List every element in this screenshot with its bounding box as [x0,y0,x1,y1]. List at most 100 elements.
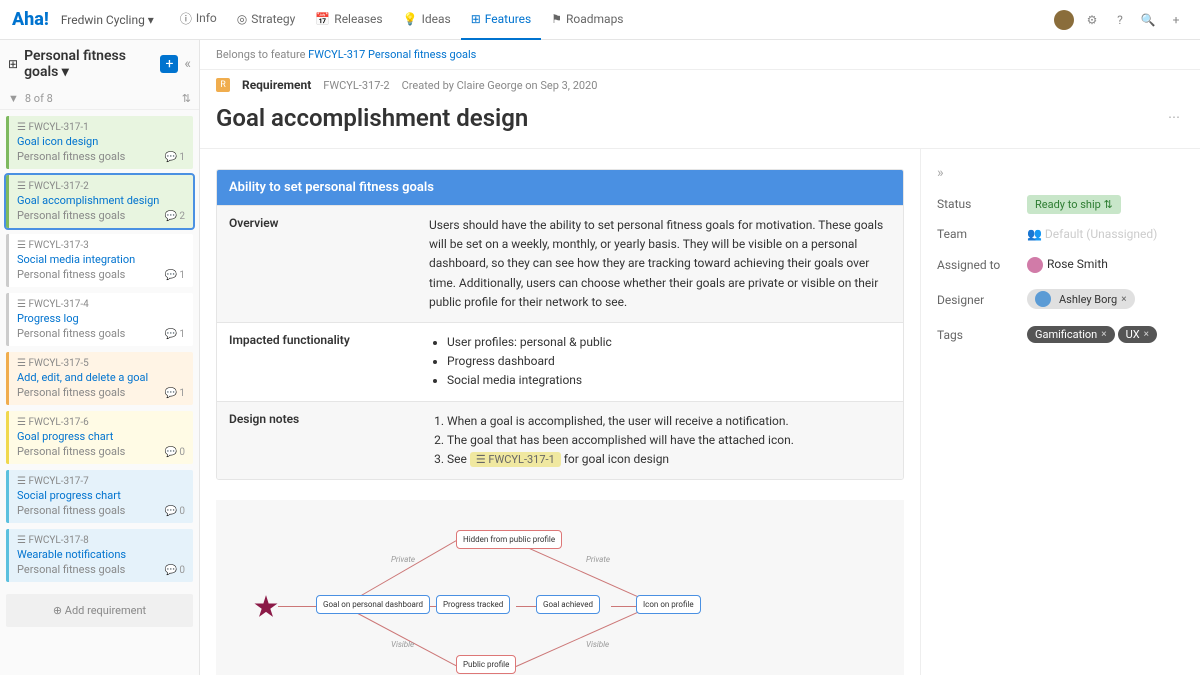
card-subtitle: Personal fitness goals [17,150,185,163]
card-subtitle: Personal fitness goals [17,563,185,576]
card-title: Wearable notifications [17,548,185,561]
add-button[interactable]: + [160,55,178,73]
flow-diagram[interactable]: Hidden from public profileGoal on person… [216,500,904,675]
nav-features[interactable]: ⊞ Features [461,0,542,40]
nav-strategy[interactable]: ◎ Strategy [227,0,306,40]
requirement-card[interactable]: ☰ FWCYL-317-8 Wearable notifications Perso… [6,529,193,582]
card-id: ☰ FWCYL-317-5 [17,358,185,369]
card-title: Goal progress chart [17,430,185,443]
diagram-edge-label: Visible [586,640,609,649]
designer-label: Designer [937,293,1027,307]
card-id: ☰ FWCYL-317-1 [17,122,185,133]
settings-icon[interactable]: ⚙ [1080,8,1104,32]
table-heading: Ability to set personal fitness goals [217,170,903,205]
card-title: Social progress chart [17,489,185,502]
diagram-node: Icon on profile [636,595,701,614]
card-title: Add, edit, and delete a goal [17,371,185,384]
requirement-card[interactable]: ☰ FWCYL-317-5 Add, edit, and delete a goa… [6,352,193,405]
card-title: Progress log [17,312,185,325]
requirement-card[interactable]: ☰ FWCYL-317-6Goal progress chartPersonal… [6,411,193,464]
card-id: ☰ FWCYL-317-2 [17,181,185,192]
card-subtitle: Personal fitness goals [17,504,185,517]
sort-icon[interactable]: ⇅ [182,92,191,105]
record-type: Requirement [242,78,311,92]
status-label: Status [937,197,1027,211]
info-icon: ⓘ [180,10,192,27]
tags-value[interactable]: Gamification × UX × [1027,326,1184,343]
card-comment-count: 💬 1 [164,329,185,340]
workspace-selector[interactable]: Fredwin Cycling ▾ [61,13,154,27]
diagram-edge-label: Private [391,555,415,564]
diagram-node: Public profile [456,655,516,674]
requirement-card[interactable]: ☰ FWCYL-317-7Social progress chartPerson… [6,470,193,523]
diagram-node: Progress tracked [436,595,510,614]
diagram-edge [356,538,460,599]
flag-icon: ⚑ [551,12,562,26]
tag-chip[interactable]: Gamification × [1027,326,1115,343]
nav-info[interactable]: ⓘ Info [170,0,227,39]
diagram-node: Goal achieved [536,595,600,614]
remove-tag-icon[interactable]: × [1144,329,1149,340]
page-title[interactable]: Goal accomplishment design [200,100,1200,149]
nav-roadmaps[interactable]: ⚑ Roadmaps [541,0,633,40]
diagram-edge-label: Visible [391,640,414,649]
diagram-edge-label: Private [586,555,610,564]
diagram-node: Hidden from public profile [456,530,562,549]
card-comment-count: 💬 2 [164,211,185,222]
requirement-card[interactable]: ☰ FWCYL-317-3Social media integrationPer… [6,234,193,287]
reference-pill[interactable]: ☰ FWCYL-317-1 [470,452,561,467]
card-subtitle: Personal fitness goals [17,268,185,281]
logo[interactable]: Aha! [12,9,49,30]
requirement-card[interactable]: ☰ FWCYL-317-1 Goal icon design Personal fi… [6,116,193,169]
assigned-label: Assigned to [937,258,1027,272]
team-value[interactable]: 👥 Default (Unassigned) [1027,227,1184,241]
help-icon[interactable]: ? [1108,8,1132,32]
requirement-badge-icon: R [216,78,230,92]
card-comment-count: 💬 0 [164,447,185,458]
breadcrumb-link[interactable]: FWCYL-317 Personal fitness goals [308,48,476,61]
card-comment-count: 💬 0 [164,565,185,576]
add-requirement-button[interactable]: ⊕ Add requirement [6,594,193,627]
requirement-card[interactable]: ☰ FWCYL-317-2 Goal accomplishment design P… [6,175,193,228]
requirement-table: Ability to set personal fitness goals Ov… [216,169,904,480]
nav-ideas[interactable]: 💡 Ideas [393,0,461,40]
tag-chip[interactable]: UX × [1118,326,1157,343]
diagram-edge [278,606,316,607]
status-value[interactable]: Ready to ship ⇅ [1027,195,1121,214]
filter-icon[interactable]: ▼ [8,92,19,105]
more-menu-icon[interactable]: ⋯ [1168,110,1180,124]
card-id: ☰ FWCYL-317-4 [17,299,185,310]
card-comment-count: 💬 0 [164,506,185,517]
requirement-card[interactable]: ☰ FWCYL-317-4 Progress log Personal fitnes… [6,293,193,346]
breadcrumb: Belongs to feature FWCYL-317 Personal fi… [200,40,1200,70]
details-panel: » StatusReady to ship ⇅ Team👥 Default (U… [920,149,1200,675]
expand-panel-icon[interactable]: » [937,165,1184,181]
search-icon[interactable]: 🔍 [1136,8,1160,32]
top-nav: Aha! Fredwin Cycling ▾ ⓘ Info◎ Strategy📅… [0,0,1200,40]
nav-releases[interactable]: 📅 Releases [305,0,392,40]
remove-tag-icon[interactable]: × [1101,329,1106,340]
card-id: ☰ FWCYL-317-8 [17,535,185,546]
table-row-header: Overview [217,206,417,322]
table-row-header: Impacted functionality [217,323,417,401]
card-subtitle: Personal fitness goals [17,327,185,340]
card-subtitle: Personal fitness goals [17,445,185,458]
remove-chip-icon[interactable]: × [1121,294,1126,305]
collapse-sidebar-icon[interactable]: « [184,56,191,72]
add-icon[interactable]: + [1164,8,1188,32]
card-subtitle: Personal fitness goals [17,386,185,399]
card-comment-count: 💬 1 [164,270,185,281]
assigned-value[interactable]: Rose Smith [1027,257,1184,273]
record-id: FWCYL-317-2 [323,79,389,92]
sidebar-title[interactable]: Personal fitness goals ▾ [24,48,154,80]
designer-value[interactable]: Ashley Borg × [1027,289,1184,310]
table-row-body: User profiles: personal & publicProgress… [417,323,903,401]
target-icon: ◎ [237,12,247,26]
card-subtitle: Personal fitness goals [17,209,185,222]
table-row-header: Design notes [217,402,417,480]
card-title: Goal accomplishment design [17,194,185,207]
card-title: Goal icon design [17,135,185,148]
filter-count: 8 of 8 [25,92,53,105]
user-avatar[interactable] [1052,8,1076,32]
team-label: Team [937,227,1027,241]
